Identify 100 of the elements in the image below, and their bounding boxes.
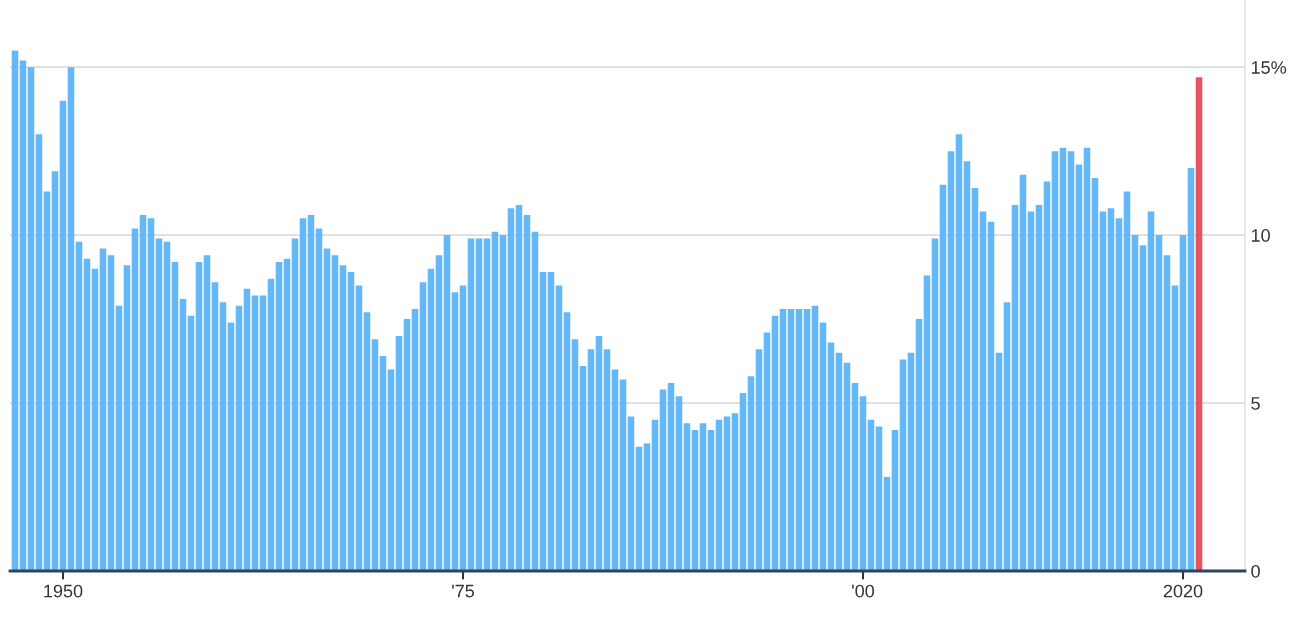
bar — [539, 272, 547, 571]
bar — [11, 50, 19, 571]
bar — [667, 382, 675, 571]
bar — [955, 134, 963, 571]
bar — [531, 231, 539, 571]
bar — [1051, 151, 1059, 571]
bar — [923, 275, 931, 571]
bar — [707, 429, 715, 571]
bar — [595, 335, 603, 571]
bar — [131, 228, 139, 571]
bar — [1187, 167, 1195, 571]
bar — [475, 238, 483, 571]
bar — [659, 389, 667, 571]
bar — [995, 352, 1003, 571]
bar — [395, 335, 403, 571]
bar — [1195, 77, 1203, 571]
bar — [51, 171, 59, 571]
bar — [1179, 235, 1187, 571]
bar — [819, 322, 827, 571]
bar — [723, 416, 731, 571]
bar — [683, 423, 691, 571]
bar — [123, 265, 131, 571]
bar — [267, 278, 275, 571]
bar — [579, 366, 587, 571]
x-tick-label: '75 — [452, 584, 475, 598]
bar — [555, 285, 563, 571]
bar — [179, 298, 187, 571]
bar — [691, 429, 699, 571]
bar — [1139, 245, 1147, 571]
bar — [763, 332, 771, 571]
bar — [427, 268, 435, 571]
bar — [899, 359, 907, 571]
bar — [459, 285, 467, 571]
bar — [1083, 147, 1091, 571]
bar — [875, 426, 883, 571]
bar — [1155, 235, 1163, 571]
bar — [171, 261, 179, 571]
bar — [851, 382, 859, 571]
bar — [971, 188, 979, 571]
bar — [259, 295, 267, 571]
bar — [931, 238, 939, 571]
bar — [571, 339, 579, 571]
bar — [987, 221, 995, 571]
bar — [355, 285, 363, 571]
bar — [195, 261, 203, 571]
bar — [1011, 204, 1019, 571]
bar — [1123, 191, 1131, 571]
bar — [795, 309, 803, 571]
bar — [515, 204, 523, 571]
bar — [635, 446, 643, 571]
bar — [331, 255, 339, 571]
bar — [107, 255, 115, 571]
bar — [235, 305, 243, 571]
bar — [779, 309, 787, 571]
bar — [275, 261, 283, 571]
bar — [67, 67, 75, 571]
y-tick-label: 15% — [1251, 61, 1287, 74]
bar — [811, 305, 819, 571]
bar — [835, 352, 843, 571]
bar — [283, 258, 291, 571]
bar — [803, 309, 811, 571]
bar — [363, 312, 371, 571]
bar — [1059, 147, 1067, 571]
bar — [443, 235, 451, 571]
bar — [827, 342, 835, 571]
bar — [1075, 164, 1083, 571]
bar — [1115, 218, 1123, 571]
y-tick-label: 5 — [1251, 397, 1260, 410]
bar — [1067, 151, 1075, 571]
bar — [939, 184, 947, 571]
bar — [1099, 211, 1107, 571]
bar — [147, 218, 155, 571]
bar — [947, 151, 955, 571]
bar — [19, 60, 27, 571]
bar — [83, 258, 91, 571]
bar — [547, 272, 555, 571]
bar — [451, 292, 459, 571]
bar — [227, 322, 235, 571]
bar — [1091, 178, 1099, 571]
bar — [979, 211, 987, 571]
bar — [203, 255, 211, 571]
bar — [99, 248, 107, 571]
bar — [731, 413, 739, 571]
bar — [651, 419, 659, 571]
bar — [627, 416, 635, 571]
x-tick-label: 1950 — [44, 584, 83, 598]
bar — [563, 312, 571, 571]
bar — [843, 362, 851, 571]
x-tick-label: 2020 — [1163, 584, 1203, 598]
y-tick-label: 0 — [1251, 564, 1260, 578]
y-tick-label: 10 — [1251, 229, 1270, 242]
bar — [115, 305, 123, 571]
bar — [91, 268, 99, 571]
bar — [291, 238, 299, 571]
bar — [251, 295, 259, 571]
bar — [27, 67, 35, 571]
bar — [139, 214, 147, 571]
bar — [1043, 181, 1051, 571]
bar — [155, 238, 163, 571]
bar — [163, 241, 171, 571]
